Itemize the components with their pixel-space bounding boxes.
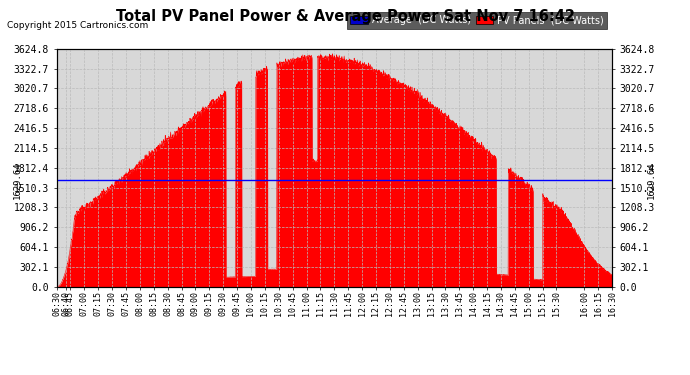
Text: 1629.64: 1629.64	[647, 161, 656, 199]
Legend: Average  (DC Watts), PV Panels  (DC Watts): Average (DC Watts), PV Panels (DC Watts)	[347, 12, 607, 29]
Text: Copyright 2015 Cartronics.com: Copyright 2015 Cartronics.com	[7, 21, 148, 30]
Text: 1629.64: 1629.64	[13, 161, 22, 199]
Text: Total PV Panel Power & Average Power Sat Nov 7 16:42: Total PV Panel Power & Average Power Sat…	[115, 9, 575, 24]
